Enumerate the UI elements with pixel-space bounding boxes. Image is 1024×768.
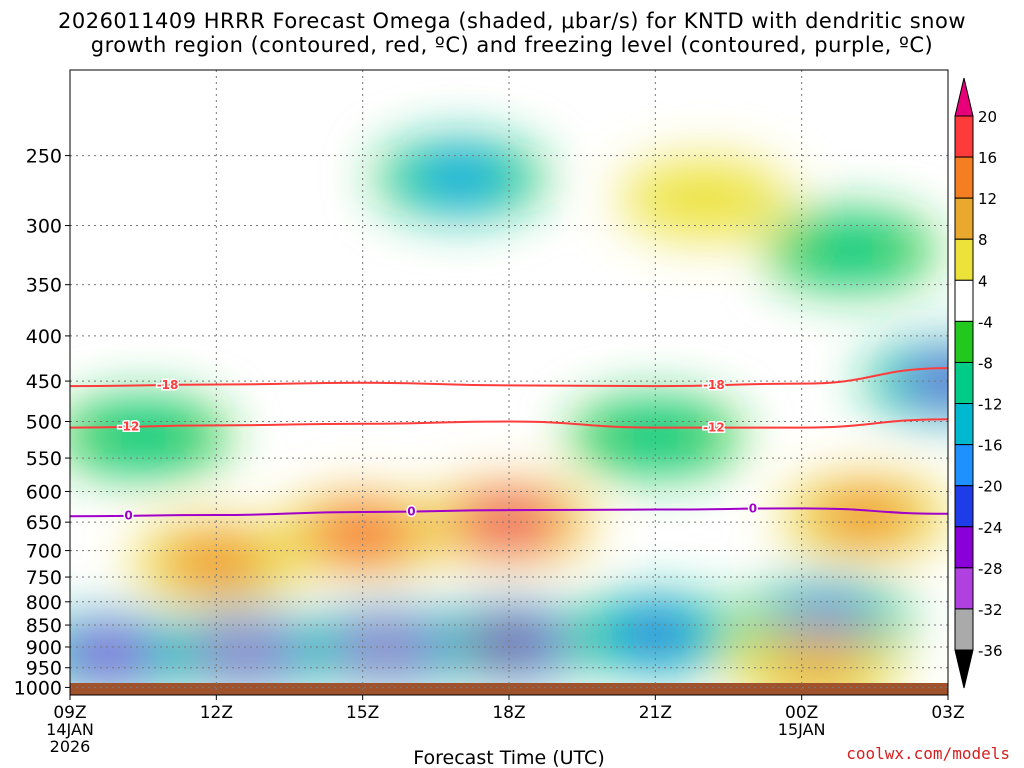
credit-text: coolwx.com/models bbox=[846, 744, 1010, 763]
colorbar-swatch bbox=[954, 320, 974, 363]
colorbar-label: -28 bbox=[978, 560, 1003, 578]
x-tick-year: 2026 bbox=[50, 737, 91, 756]
omega-cell bbox=[219, 639, 272, 664]
y-tick-label: 500 bbox=[26, 412, 62, 434]
colorbar-label: -8 bbox=[978, 354, 993, 372]
omega-cell bbox=[360, 634, 414, 660]
grid-lines bbox=[69, 70, 949, 695]
colorbar-label: -20 bbox=[978, 478, 1003, 496]
contour-line bbox=[70, 507, 948, 518]
colorbar-label: -4 bbox=[978, 313, 993, 331]
contour-label: -12 bbox=[703, 421, 725, 435]
omega-cell bbox=[624, 619, 687, 649]
colorbar-label: -16 bbox=[978, 437, 1003, 455]
y-tick-label: 850 bbox=[26, 615, 62, 637]
colorbar: 20 16 12 8 4 -4 -8 -12 -16 -20 -24 -28 -32 -36 bbox=[954, 77, 1003, 689]
y-tick-label: 550 bbox=[26, 448, 62, 470]
colorbar-swatch bbox=[954, 115, 974, 158]
y-tick-label: 800 bbox=[26, 592, 62, 614]
colorbar-swatch bbox=[954, 526, 974, 569]
omega-cell bbox=[620, 160, 789, 238]
colorbar-label: 20 bbox=[978, 108, 997, 126]
omega-cell bbox=[92, 413, 195, 460]
omega-cell bbox=[919, 367, 948, 395]
colorbar-label: -12 bbox=[978, 396, 1003, 414]
omega-cell bbox=[799, 226, 902, 274]
omega-cell bbox=[176, 543, 257, 580]
contour-label: 0 bbox=[749, 502, 757, 516]
x-tick-label: 03Z bbox=[931, 703, 964, 723]
colorbar-label: 8 bbox=[978, 231, 988, 249]
x-tick-label: 21Z bbox=[639, 703, 672, 723]
colorbar-swatch bbox=[954, 361, 974, 405]
omega-cell bbox=[794, 606, 858, 635]
y-tick-label: 950 bbox=[26, 658, 62, 680]
contour-line bbox=[70, 418, 948, 429]
omega-cell bbox=[483, 631, 535, 655]
contour-label: 0 bbox=[407, 504, 415, 518]
x-tick-label: 09Z bbox=[53, 703, 86, 723]
temperature-contours: -18 -18 -12 -12 0 0 0 bbox=[70, 367, 948, 524]
contour-label: -18 bbox=[157, 378, 179, 392]
colorbar-swatch bbox=[954, 403, 974, 446]
omega-cell bbox=[425, 162, 495, 194]
colorbar-swatch bbox=[954, 444, 974, 487]
colorbar-tip-bottom bbox=[954, 649, 974, 689]
y-tick-label: 1000 bbox=[14, 677, 62, 699]
x-tick-label: 18Z bbox=[492, 703, 525, 723]
colorbar-swatch bbox=[954, 608, 974, 651]
x-tick-label: 12Z bbox=[200, 703, 233, 723]
axes: 2503003504004505005506006507007508008509… bbox=[14, 69, 965, 756]
omega-cell bbox=[765, 644, 868, 692]
contour-label: -12 bbox=[118, 420, 140, 434]
y-tick-label: 700 bbox=[26, 541, 62, 563]
colorbar-label: -24 bbox=[978, 519, 1003, 537]
colorbar-label: 16 bbox=[978, 149, 997, 167]
contour-label: -18 bbox=[703, 378, 725, 392]
y-tick-label: 300 bbox=[26, 216, 62, 238]
x-tick-date: 15JAN bbox=[778, 720, 826, 739]
colorbar-swatch bbox=[954, 156, 974, 199]
x-tick-date: 14JAN bbox=[46, 720, 94, 739]
colorbar-swatch bbox=[954, 197, 974, 240]
x-tick-label: 15Z bbox=[346, 703, 379, 723]
y-tick-label: 900 bbox=[26, 637, 62, 659]
y-tick-label: 450 bbox=[26, 371, 62, 393]
x-axis-label: Forecast Time (UTC) bbox=[413, 747, 604, 768]
y-tick-label: 650 bbox=[26, 512, 62, 534]
colorbar-tip-top bbox=[954, 77, 974, 117]
colorbar-label: -32 bbox=[978, 601, 1003, 619]
colorbar-label: -36 bbox=[978, 642, 1003, 660]
contour-line bbox=[70, 367, 948, 388]
colorbar-swatch bbox=[954, 238, 974, 281]
chart-title-line1: 2026011409 HRRR Forecast Omega (shaded, … bbox=[57, 9, 966, 33]
y-tick-label: 600 bbox=[26, 481, 62, 503]
colorbar-label: 4 bbox=[978, 272, 988, 290]
y-tick-label: 750 bbox=[26, 567, 62, 589]
omega-shaded-field bbox=[70, 139, 948, 695]
colorbar-swatch bbox=[954, 279, 974, 322]
chart-title-line2: growth region (contoured, red, ºC) and f… bbox=[90, 33, 934, 57]
colorbar-swatch bbox=[954, 485, 974, 528]
y-tick-label: 250 bbox=[26, 146, 62, 168]
colorbar-label: 12 bbox=[978, 190, 997, 208]
omega-cell bbox=[825, 497, 906, 535]
contour-label: 0 bbox=[124, 509, 132, 523]
y-tick-label: 350 bbox=[26, 275, 62, 297]
omega-blobs bbox=[70, 139, 948, 695]
x-tick-label: 00Z bbox=[785, 703, 818, 723]
colorbar-swatch bbox=[954, 567, 974, 610]
y-tick-label: 400 bbox=[26, 326, 62, 348]
omega-cell bbox=[81, 640, 137, 666]
